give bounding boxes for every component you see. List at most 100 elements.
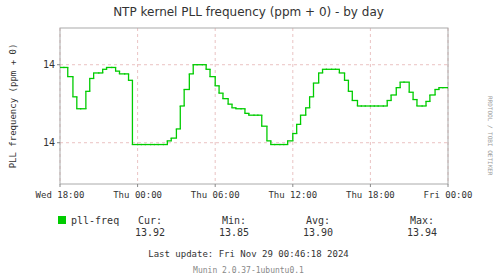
stat-label: Min: (222, 215, 246, 226)
x-tick-label: Thu 12:00 (268, 190, 317, 200)
step-riser (434, 89, 435, 95)
plot-area (60, 28, 448, 184)
y-grid-line (60, 64, 448, 65)
step-segment (430, 94, 435, 95)
step-segment (417, 105, 422, 106)
step-segment (223, 98, 228, 99)
axes: Wed 18:00 Thu 00:00 Thu 06:00 Thu 12:00 Thu … (36, 59, 473, 200)
step-segment (236, 108, 241, 109)
stat-value: 13.94 (407, 227, 437, 238)
legend-label: pll-freq (71, 215, 119, 226)
watermark: RRDTOOL / TOBI OETIKER (487, 96, 494, 176)
step-segment (184, 89, 189, 90)
step-riser (222, 93, 223, 99)
x-tick (292, 184, 293, 187)
stat-value: 13.85 (219, 227, 249, 238)
step-segment (339, 72, 344, 73)
step-riser (132, 80, 133, 144)
y-tick-label: 14 (43, 137, 55, 148)
step-riser (128, 74, 129, 80)
step-riser (193, 65, 194, 74)
step-segment (210, 76, 215, 77)
step-segment (145, 144, 150, 145)
step-riser (189, 74, 190, 90)
step-segment (119, 73, 124, 74)
step-riser (266, 126, 267, 141)
step-segment (107, 67, 112, 68)
y-tick-label: 14 (43, 59, 55, 70)
x-grid-line (137, 28, 138, 184)
step-riser (176, 129, 177, 138)
step-segment (378, 105, 383, 106)
step-riser (300, 115, 301, 124)
step-riser (390, 95, 391, 101)
x-grid-line (292, 28, 293, 184)
step-riser (209, 69, 210, 76)
x-tick-label: Fri 00:00 (424, 190, 473, 200)
grid (60, 28, 448, 184)
step-riser (180, 106, 181, 129)
step-segment (404, 81, 409, 82)
step-riser (72, 77, 73, 97)
x-tick-label: Thu 00:00 (113, 190, 162, 200)
version: Munin 2.0.37-1ubuntu0.1 (193, 266, 304, 275)
y-grid-line (60, 142, 448, 143)
x-tick (215, 184, 216, 187)
step-riser (344, 73, 345, 80)
step-riser (416, 100, 417, 106)
step-riser (357, 100, 358, 106)
step-segment (275, 144, 280, 145)
step-riser (292, 134, 293, 141)
step-segment (391, 94, 396, 95)
step-riser (409, 82, 410, 92)
step-segment (158, 144, 163, 145)
x-tick (60, 184, 61, 187)
step-riser (429, 95, 430, 101)
plot-frame (60, 28, 448, 184)
x-tick-label: Thu 06:00 (191, 190, 240, 200)
step-segment (301, 115, 306, 116)
chart: Wed 18:00 Thu 00:00 Thu 06:00 Thu 12:00 Thu … (0, 0, 497, 280)
x-tick (137, 184, 138, 187)
stat-label: Avg: (306, 215, 330, 226)
step-riser (93, 73, 94, 79)
stat-value: 13.92 (135, 227, 165, 238)
step-segment (171, 137, 176, 138)
step-riser (184, 89, 185, 106)
step-riser (76, 97, 77, 109)
title: NTP kernel PLL frequency (ppm + 0) - by … (113, 5, 384, 19)
x-tick-label: Wed 18:00 (36, 190, 85, 200)
stat-value: 13.90 (303, 227, 333, 238)
step-riser (313, 83, 314, 97)
step-segment (81, 108, 86, 109)
step-riser (412, 92, 413, 99)
y-tick (57, 142, 60, 143)
step-riser (352, 91, 353, 100)
step-segment (132, 144, 137, 145)
stats: Cur:13.92Min:13.85Avg:13.90Max:13.94 (135, 215, 437, 238)
x-tick-label: Thu 18:00 (346, 190, 395, 200)
step-riser (261, 115, 262, 126)
step-segment (443, 87, 448, 88)
step-riser (205, 65, 206, 70)
step-riser (387, 100, 388, 106)
x-tick (370, 184, 371, 187)
x-grid-line (215, 28, 216, 184)
step-segment (288, 140, 293, 141)
step-segment (249, 115, 254, 116)
step-riser (67, 67, 68, 76)
step-segment (352, 100, 357, 101)
last-update: Last update: Fri Nov 29 00:46:18 2024 (148, 249, 348, 259)
stat-label: Max: (410, 215, 434, 226)
step-riser (89, 78, 90, 91)
step-riser (425, 101, 426, 106)
step-riser (85, 91, 86, 108)
series (60, 65, 448, 145)
step-riser (305, 108, 306, 115)
step-segment (365, 105, 370, 106)
legend: pll-freq (58, 215, 119, 226)
step-segment (197, 64, 202, 65)
step-segment (68, 76, 73, 77)
step-segment (262, 126, 267, 127)
y-axis-label: PLL frequency (ppm + 0) (8, 44, 18, 169)
